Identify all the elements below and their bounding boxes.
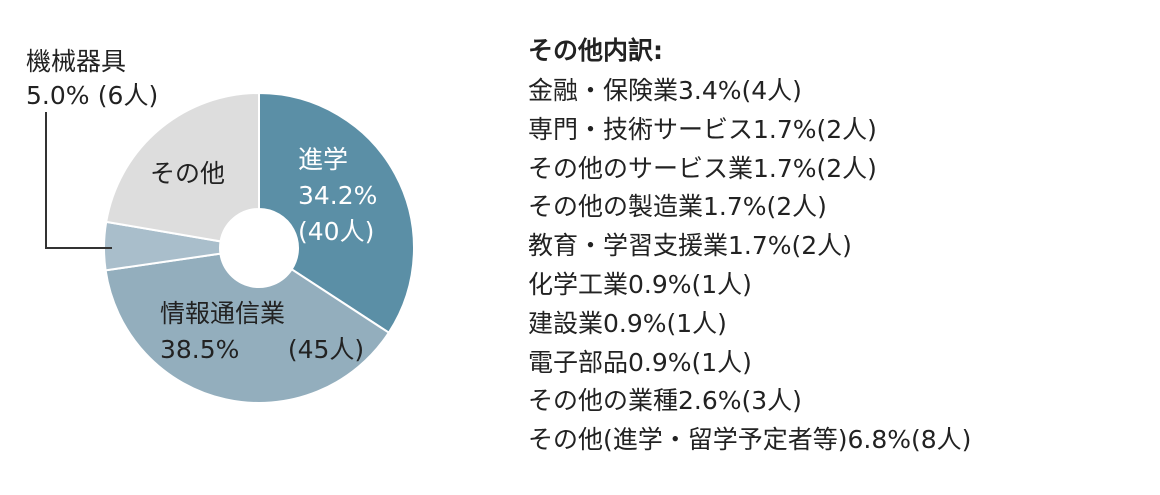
slice-label-name: 情報通信業 — [160, 299, 285, 328]
slice-label-count: (40人) — [298, 217, 374, 246]
slice-labels: 進学 34.2% (40人) 情報通信業 38.5% (45人) 機械器具 5.0% (6人) そ… — [26, 47, 377, 364]
breakdown-item: 化学工業0.9%(1人) — [528, 269, 752, 299]
slice-label-percent: 34.2% — [298, 181, 377, 210]
donut-slices — [103, 91, 415, 404]
breakdown-item: 専門・技術サービス1.7%(2人) — [528, 114, 877, 144]
slice-label-name: 進学 — [298, 145, 348, 174]
breakdown-item: その他の業種2.6%(3人) — [528, 386, 802, 416]
other-breakdown: その他内訳: 金融・保険業3.4%(4人) 専門・技術サービス1.7%(2人) … — [528, 34, 1148, 460]
slice-label-percent: 38.5% — [160, 335, 239, 364]
breakdown-item: その他の製造業1.7%(2人) — [528, 192, 827, 222]
breakdown-item: 建設業0.9%(1人) — [528, 308, 727, 338]
breakdown-item: その他(進学・留学予定者等)6.8%(8人) — [528, 425, 972, 455]
breakdown-item: その他のサービス業1.7%(2人) — [528, 153, 877, 183]
slice-label-count: (45人) — [288, 335, 364, 364]
breakdown-title: その他内訳: — [528, 36, 663, 65]
slice-joho-tsushin — [104, 252, 391, 404]
donut-chart: 進学 34.2% (40人) 情報通信業 38.5% (45人) 機械器具 5.0% (6人) そ… — [26, 47, 415, 404]
breakdown-item: 金融・保険業3.4%(4人) — [528, 76, 802, 105]
slice-label-name: その他 — [150, 159, 225, 188]
slice-label-count: (6人) — [98, 81, 158, 110]
breakdown-item: 教育・学習支援業1.7%(2人) — [528, 231, 852, 261]
breakdown-list: 金融・保険業3.4%(4人) 専門・技術サービス1.7%(2人) その他のサービ… — [528, 72, 1148, 460]
slice-label-name: 機械器具 — [26, 47, 126, 76]
breakdown-item: 電子部品0.9%(1人) — [528, 347, 752, 377]
slice-sonota — [105, 91, 260, 243]
slice-label-percent: 5.0% — [26, 81, 90, 110]
